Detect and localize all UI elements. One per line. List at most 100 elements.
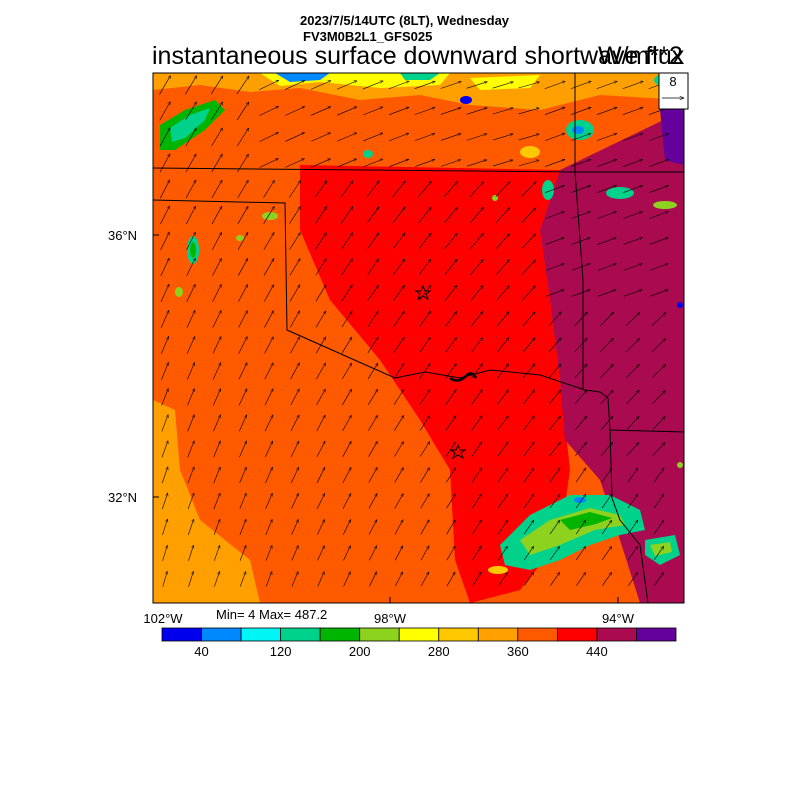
wind-vector-arrow [420, 494, 430, 509]
wind-vector-arrow [315, 233, 327, 250]
wind-vector-arrow [185, 206, 197, 225]
wind-vector-arrow [418, 233, 431, 250]
wind-vector-arrow [518, 82, 539, 89]
wind-vector-arrow [420, 468, 429, 483]
lon-label-102w: 102°W [143, 611, 183, 626]
colorbar-swatch [240, 627, 282, 642]
wind-vector-arrow [161, 415, 168, 432]
wind-vector-arrow [237, 206, 248, 224]
wind-vector-arrow [238, 310, 248, 328]
wind-vector-arrow [597, 264, 617, 271]
wind-vector-arrow [446, 468, 455, 483]
wind-vector-arrow [521, 182, 536, 197]
wind-vector-arrow [649, 212, 668, 219]
wind-vector-arrow [648, 133, 669, 141]
colorbar-swatch [477, 627, 519, 642]
wind-vector-arrow [445, 442, 456, 457]
wind-vector-arrow [623, 264, 643, 271]
wind-vector-arrow [316, 493, 326, 509]
wind-vector-arrow [341, 285, 353, 302]
wind-vector-arrow [444, 233, 458, 249]
wind-vector-arrow [263, 258, 274, 276]
wind-vector-arrow [571, 264, 591, 271]
wind-vector-arrow [521, 234, 536, 249]
wind-vector-arrow [521, 208, 536, 223]
wind-vector-arrow [601, 494, 612, 509]
wind-vector-arrow [466, 108, 488, 115]
wind-vector-arrow [466, 160, 487, 167]
wind-vector-arrow [596, 107, 617, 115]
wind-vector-arrow [367, 389, 377, 405]
wind-vector-arrow [185, 76, 196, 95]
wind-vector-arrow [472, 520, 481, 535]
wind-vector-arrow [653, 468, 664, 483]
wind-vector-arrow [597, 159, 617, 167]
wind-vector-arrow [212, 336, 222, 354]
wind-vector-arrow [444, 181, 458, 198]
lon-label-98w: 98°W [374, 611, 407, 626]
wind-vector-arrow [545, 238, 565, 245]
wind-vector-arrow [575, 442, 586, 457]
wind-vector-arrow [571, 185, 590, 193]
wind-vector-arrow [213, 389, 221, 406]
wind-vector-arrow [187, 362, 195, 380]
wind-vector-arrow [627, 468, 638, 483]
wind-vector-arrow [341, 259, 353, 276]
wind-vector-arrow [571, 159, 591, 167]
wind-vector-arrow [161, 362, 168, 380]
wind-vector-arrow [545, 212, 564, 219]
wind-vector-arrow [440, 81, 462, 89]
wind-vector-arrow [185, 128, 197, 147]
wind-vector-arrow [211, 102, 222, 121]
wind-vector-arrow [337, 133, 357, 142]
wind-vector-arrow [470, 311, 483, 327]
shading-field [153, 73, 684, 603]
colorbar-swatch [596, 627, 637, 642]
wind-vector-arrow [548, 338, 561, 353]
wind-vector-arrow [392, 259, 405, 276]
wind-vector-arrow [211, 206, 223, 225]
wind-vector-arrow [291, 545, 299, 561]
wind-vector-arrow [652, 390, 666, 404]
wind-vector-arrow [212, 258, 222, 276]
wind-vector-arrow [492, 160, 513, 167]
wind-vector-arrow [363, 133, 383, 142]
wind-vector-arrow [626, 364, 640, 378]
wind-vector-arrow [392, 181, 406, 198]
wind-vector-arrow [626, 390, 640, 404]
wind-vector-arrow [363, 159, 382, 168]
wind-vector-arrow [471, 416, 482, 431]
wind-vector-arrow [623, 185, 642, 193]
wind-vector-arrow [212, 284, 222, 302]
lat-label-32n: 32°N [108, 490, 137, 505]
wind-vector-arrow [653, 520, 664, 535]
wind-vector-arrow [159, 154, 171, 173]
wind-vector-arrow [394, 494, 403, 509]
wind-vector-arrow [419, 389, 430, 405]
wind-vector-arrow [211, 232, 223, 250]
wind-vector-arrow [315, 311, 326, 328]
wind-vector-arrow [265, 545, 272, 561]
wind-vector-arrow [367, 311, 379, 328]
wind-vector-arrow [289, 285, 300, 302]
wind-vector-arrow [445, 389, 456, 405]
wind-vector-arrow [654, 572, 663, 586]
wind-vector-arrow [291, 519, 299, 535]
wind-vector-arrow [336, 81, 357, 90]
wind-vector-arrow [496, 260, 510, 275]
wind-vector-arrow [289, 311, 300, 328]
wind-vector-arrow [186, 258, 196, 277]
wind-vector-arrow [311, 158, 330, 168]
wind-vector-arrow [341, 311, 352, 328]
wind-vector-arrow [342, 519, 352, 535]
wind-vector-arrow [239, 519, 246, 535]
wind-vector-arrow [550, 572, 559, 586]
wind-vector-arrow [186, 310, 196, 328]
wind-vector-arrow [548, 312, 562, 327]
wind-vector-arrow [362, 81, 383, 90]
wind-vector-arrow [393, 337, 405, 354]
wind-vector-arrow [311, 132, 330, 142]
wind-vector-arrow [265, 467, 273, 484]
wind-vector-arrow [369, 546, 377, 561]
wind-vector-arrow [570, 107, 591, 115]
